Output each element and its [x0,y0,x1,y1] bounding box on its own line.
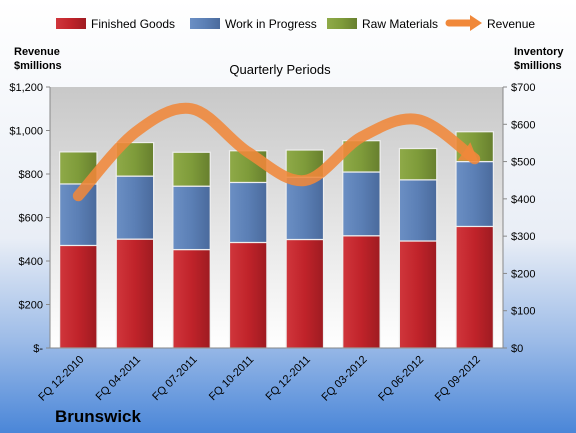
legend-swatch-raw-materials [327,18,357,29]
right-axis-tick-label: $600 [511,119,535,131]
bar-finished-goods-fq-10-2011 [228,241,268,349]
bar-finished-goods-fq-03-2012 [342,235,381,349]
right-axis-tick-label: $300 [511,231,535,243]
left-axis-title-line2: $millions [14,60,62,72]
revenue-layer [72,102,481,202]
revenue-arrowhead [457,142,478,161]
bar-work-in-progress-fq-07-2011 [172,185,211,251]
left-axis-title-line1: Revenue [14,46,60,58]
revenue-line [72,102,481,202]
left-axis-tick-label: $800 [19,169,43,181]
bar-finished-goods-fq-07-2011 [172,248,211,349]
bars [59,131,494,349]
bar-finished-goods-fq-04-2011 [115,238,155,349]
right-axis-tick-label: $400 [511,194,535,206]
bar-finished-goods-fq-09-2012 [455,225,494,349]
right-axis-title-line1: Inventory [514,46,564,58]
bar-raw-materials-fq-07-2011 [172,151,211,187]
left-axis-tick-label: $1,200 [9,82,43,94]
right-axis-tick-label: $100 [511,306,535,318]
bar-finished-goods-fq-12-2010 [59,244,98,349]
bar-raw-materials-fq-06-2012 [398,147,438,181]
right-axis-title-line2: $millions [514,60,562,72]
bar-work-in-progress-fq-06-2012 [398,179,438,242]
left-axis-tick-label: $- [33,343,43,355]
bar-work-in-progress-fq-12-2011 [285,176,325,241]
bar-work-in-progress-fq-03-2012 [342,171,381,237]
legend-label-finished-goods: Finished Goods [91,17,175,31]
legend-swatch-work-in-progress [190,18,220,29]
legend-label-raw-materials: Raw Materials [362,17,438,31]
legend-label-revenue: Revenue [487,17,535,31]
bar-finished-goods-fq-12-2011 [285,238,325,349]
bar-work-in-progress-fq-09-2012 [455,160,494,228]
legend-swatch-finished-goods [56,18,86,29]
bar-work-in-progress-fq-04-2011 [115,175,155,240]
left-axis-tick-label: $600 [19,213,43,225]
bar-finished-goods-fq-06-2012 [398,240,438,349]
legend-label-work-in-progress: Work in Progress [225,17,317,31]
right-axis-tick-label: $700 [511,82,535,94]
bar-work-in-progress-fq-10-2011 [228,181,268,244]
right-axis-tick-label: $500 [511,157,535,169]
chart-title: Quarterly Periods [229,62,331,77]
legend-swatch-revenue-arrowhead [470,15,482,31]
right-axis-tick-label: $200 [511,268,535,280]
left-axis-ticks: $- $200 $400 $600 $800 $1,000 $1,200 [9,82,50,355]
right-axis-ticks: $0 $100 $200 $300 $400 $500 $600 $700 [503,82,535,355]
left-axis-tick-label: $400 [19,256,43,268]
company-name: Brunswick [55,407,142,426]
left-axis-tick-label: $1,000 [9,126,43,138]
left-axis-tick-label: $200 [19,300,43,312]
right-axis-tick-label: $0 [511,343,523,355]
legend: Finished Goods Work in Progress Raw Mate… [56,15,535,31]
